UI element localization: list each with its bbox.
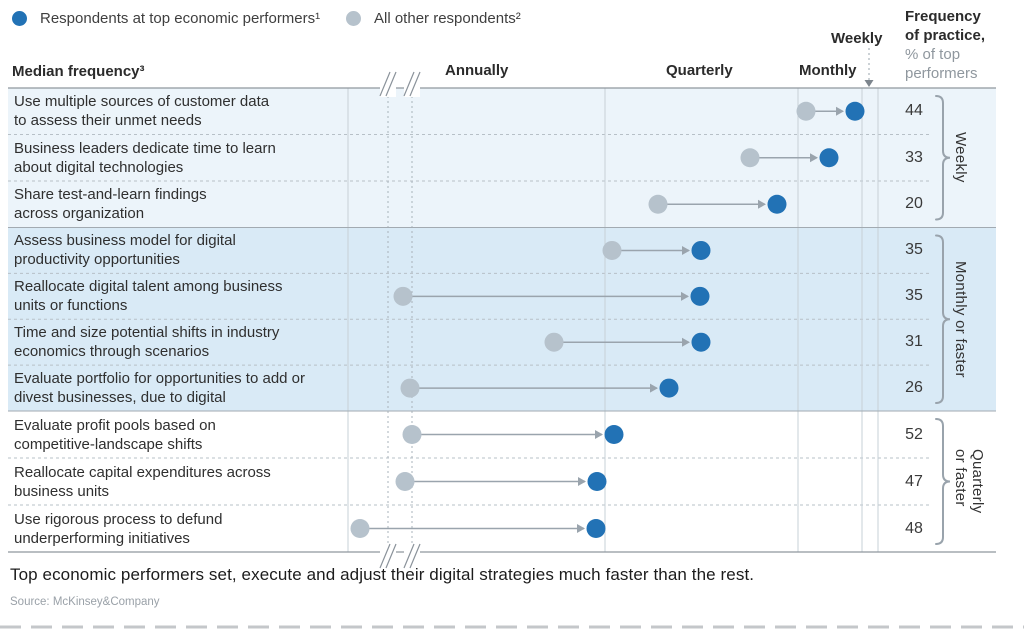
row-value: 31	[905, 333, 923, 351]
top-performers-dot	[659, 378, 679, 398]
row-value: 26	[905, 379, 923, 397]
arrowhead-icon	[595, 430, 603, 439]
row-value: 47	[905, 472, 923, 490]
axis-label: Weekly	[831, 30, 883, 47]
row-value: 20	[905, 195, 923, 213]
legend-label: Respondents at top economic performers¹	[40, 9, 321, 27]
axis-break-slash	[379, 71, 391, 97]
other-respondents-dot	[393, 286, 413, 306]
row-value: 33	[905, 148, 923, 166]
other-respondents-dot	[395, 472, 415, 491]
arrowhead-icon	[578, 477, 586, 486]
arrowhead-icon	[682, 337, 690, 347]
median-frequency-header: Median frequency³	[12, 63, 145, 80]
legend-dot-top-performers-icon	[12, 10, 27, 26]
top-performers-dot	[587, 472, 607, 491]
other-respondents-dot	[740, 148, 760, 168]
axis-break-slash	[385, 71, 397, 97]
other-respondents-dot	[544, 332, 564, 352]
row-label: Share test-and-learn findings across orga…	[14, 186, 207, 223]
arrowhead-icon	[650, 383, 658, 393]
arrowhead-icon	[758, 199, 766, 209]
row-value: 48	[905, 519, 923, 537]
axis-break-slash	[409, 71, 421, 97]
legend-item-top-performers: Respondents at top economic performers¹	[12, 9, 321, 27]
axis-break-slash	[379, 543, 391, 569]
arrowhead-icon	[836, 106, 844, 116]
group-brace	[935, 418, 951, 545]
row-label: Evaluate profit pools based on competitiv…	[14, 416, 216, 453]
other-respondents-dot	[796, 101, 816, 121]
axis-break-gap	[380, 71, 396, 97]
arrowhead-icon	[810, 153, 818, 163]
value-header-line: performers	[905, 65, 978, 82]
other-respondents-dot	[400, 378, 420, 398]
legend-label: All other respondents²	[374, 9, 521, 27]
caption: Top economic performers set, execute and…	[10, 565, 755, 584]
other-respondents-dot	[602, 240, 622, 260]
arrowhead-icon	[682, 245, 690, 255]
axis-break-gap	[404, 71, 420, 97]
axis-label: Monthly	[799, 62, 857, 79]
top-performers-dot	[691, 332, 711, 352]
top-performers-dot	[690, 286, 710, 306]
top-performers-dot	[604, 425, 624, 444]
axis-break-gap	[404, 543, 420, 569]
top-performers-dot	[586, 519, 606, 538]
weekly-arrow-head-icon	[864, 80, 874, 87]
row-label: Reallocate capital expenditures across bu…	[14, 463, 271, 500]
axis-label: Annually	[445, 62, 509, 79]
axis-break-slash	[403, 71, 415, 97]
row-label: Evaluate portfolio for opportunities to …	[14, 370, 306, 407]
value-header-line: % of top	[905, 46, 961, 63]
row-value: 35	[905, 287, 923, 305]
group-label: Weekly	[952, 132, 969, 184]
group-brace	[935, 95, 951, 221]
group-brace	[935, 234, 951, 404]
top-performers-dot	[845, 101, 865, 121]
top-performers-dot	[691, 240, 711, 260]
axis-break-gap	[380, 543, 396, 569]
value-header-line: of practice,	[905, 27, 986, 44]
row-label: Business leaders dedicate time to learn a…	[14, 139, 276, 176]
axis-break-slash	[403, 543, 415, 569]
value-column-header: Frequency of practice, % of top performers	[905, 7, 1015, 83]
axis-break-slash	[385, 543, 397, 569]
group-label: Quarterly or faster	[952, 449, 986, 514]
arrowhead-icon	[577, 524, 585, 533]
row-label: Reallocate digital talent among business…	[14, 278, 283, 315]
top-performers-dot	[819, 148, 839, 168]
other-respondents-dot	[402, 425, 422, 444]
row-value: 44	[905, 102, 923, 120]
other-respondents-dot	[350, 519, 370, 538]
legend-dot-other-respondents-icon	[346, 10, 361, 26]
row-label: Use multiple sources of customer data to …	[14, 93, 270, 130]
row-label: Time and size potential shifts in indust…	[14, 324, 280, 361]
arrowhead-icon	[681, 291, 689, 301]
value-header-line: Frequency	[905, 8, 981, 25]
group-label: Monthly or faster	[952, 260, 969, 378]
top-performers-dot	[767, 194, 787, 214]
row-label: Use rigorous process to defund underperfo…	[14, 510, 223, 547]
row-value: 52	[905, 425, 923, 443]
axis-label: Quarterly	[666, 62, 733, 79]
row-value: 35	[905, 241, 923, 259]
row-label: Assess business model for digital product…	[14, 232, 236, 269]
source-note: Source: McKinsey&Company	[10, 596, 160, 608]
axis-break-slash	[409, 543, 421, 569]
legend-item-other-respondents: All other respondents²	[346, 9, 521, 27]
other-respondents-dot	[648, 194, 668, 214]
